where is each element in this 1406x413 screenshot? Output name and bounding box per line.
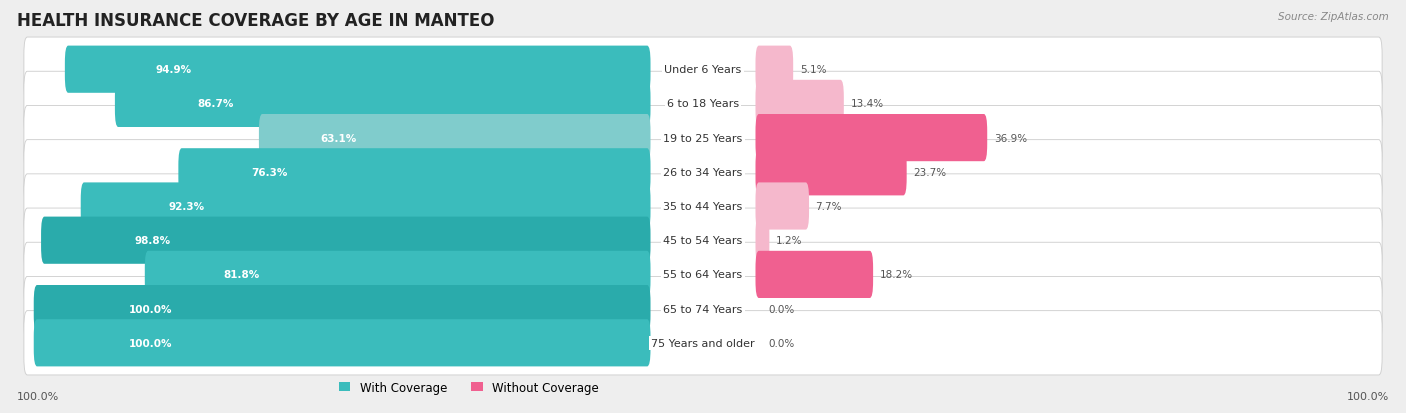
- FancyBboxPatch shape: [755, 251, 873, 298]
- FancyBboxPatch shape: [755, 115, 987, 162]
- FancyBboxPatch shape: [34, 285, 651, 332]
- Text: Source: ZipAtlas.com: Source: ZipAtlas.com: [1278, 12, 1389, 22]
- Text: 75 Years and older: 75 Years and older: [651, 338, 755, 348]
- FancyBboxPatch shape: [24, 72, 1382, 136]
- Text: 45 to 54 Years: 45 to 54 Years: [664, 236, 742, 246]
- Text: 36.9%: 36.9%: [994, 133, 1026, 143]
- Text: 0.0%: 0.0%: [769, 304, 794, 314]
- Text: 1.2%: 1.2%: [776, 236, 803, 246]
- Text: 18.2%: 18.2%: [880, 270, 912, 280]
- Text: 100.0%: 100.0%: [1347, 391, 1389, 401]
- FancyBboxPatch shape: [259, 115, 651, 162]
- FancyBboxPatch shape: [115, 81, 651, 128]
- Text: 19 to 25 Years: 19 to 25 Years: [664, 133, 742, 143]
- Text: 26 to 34 Years: 26 to 34 Years: [664, 167, 742, 177]
- Text: 6 to 18 Years: 6 to 18 Years: [666, 99, 740, 109]
- FancyBboxPatch shape: [24, 106, 1382, 170]
- FancyBboxPatch shape: [80, 183, 651, 230]
- FancyBboxPatch shape: [755, 47, 793, 94]
- FancyBboxPatch shape: [179, 149, 651, 196]
- FancyBboxPatch shape: [24, 174, 1382, 239]
- FancyBboxPatch shape: [34, 319, 651, 366]
- Text: HEALTH INSURANCE COVERAGE BY AGE IN MANTEO: HEALTH INSURANCE COVERAGE BY AGE IN MANT…: [17, 12, 495, 30]
- Text: 0.0%: 0.0%: [769, 338, 794, 348]
- Text: 23.7%: 23.7%: [914, 167, 946, 177]
- FancyBboxPatch shape: [24, 311, 1382, 375]
- Text: 7.7%: 7.7%: [815, 202, 842, 211]
- Text: 100.0%: 100.0%: [128, 338, 172, 348]
- FancyBboxPatch shape: [24, 209, 1382, 273]
- FancyBboxPatch shape: [24, 243, 1382, 307]
- FancyBboxPatch shape: [755, 81, 844, 128]
- Text: 86.7%: 86.7%: [197, 99, 233, 109]
- FancyBboxPatch shape: [24, 140, 1382, 204]
- Text: 63.1%: 63.1%: [321, 133, 356, 143]
- Text: 98.8%: 98.8%: [135, 236, 172, 246]
- FancyBboxPatch shape: [41, 217, 651, 264]
- FancyBboxPatch shape: [755, 217, 769, 264]
- Text: 13.4%: 13.4%: [851, 99, 883, 109]
- Text: 65 to 74 Years: 65 to 74 Years: [664, 304, 742, 314]
- Text: 35 to 44 Years: 35 to 44 Years: [664, 202, 742, 211]
- Text: 55 to 64 Years: 55 to 64 Years: [664, 270, 742, 280]
- Text: 100.0%: 100.0%: [17, 391, 59, 401]
- FancyBboxPatch shape: [755, 149, 907, 196]
- Text: 94.9%: 94.9%: [155, 65, 191, 75]
- Legend: With Coverage, Without Coverage: With Coverage, Without Coverage: [333, 376, 603, 399]
- Text: 92.3%: 92.3%: [169, 202, 205, 211]
- Text: 100.0%: 100.0%: [128, 304, 172, 314]
- Text: Under 6 Years: Under 6 Years: [665, 65, 741, 75]
- FancyBboxPatch shape: [755, 183, 808, 230]
- FancyBboxPatch shape: [145, 251, 651, 298]
- Text: 81.8%: 81.8%: [224, 270, 259, 280]
- FancyBboxPatch shape: [24, 38, 1382, 102]
- Text: 5.1%: 5.1%: [800, 65, 827, 75]
- FancyBboxPatch shape: [24, 277, 1382, 341]
- Text: 76.3%: 76.3%: [252, 167, 288, 177]
- FancyBboxPatch shape: [65, 47, 651, 94]
